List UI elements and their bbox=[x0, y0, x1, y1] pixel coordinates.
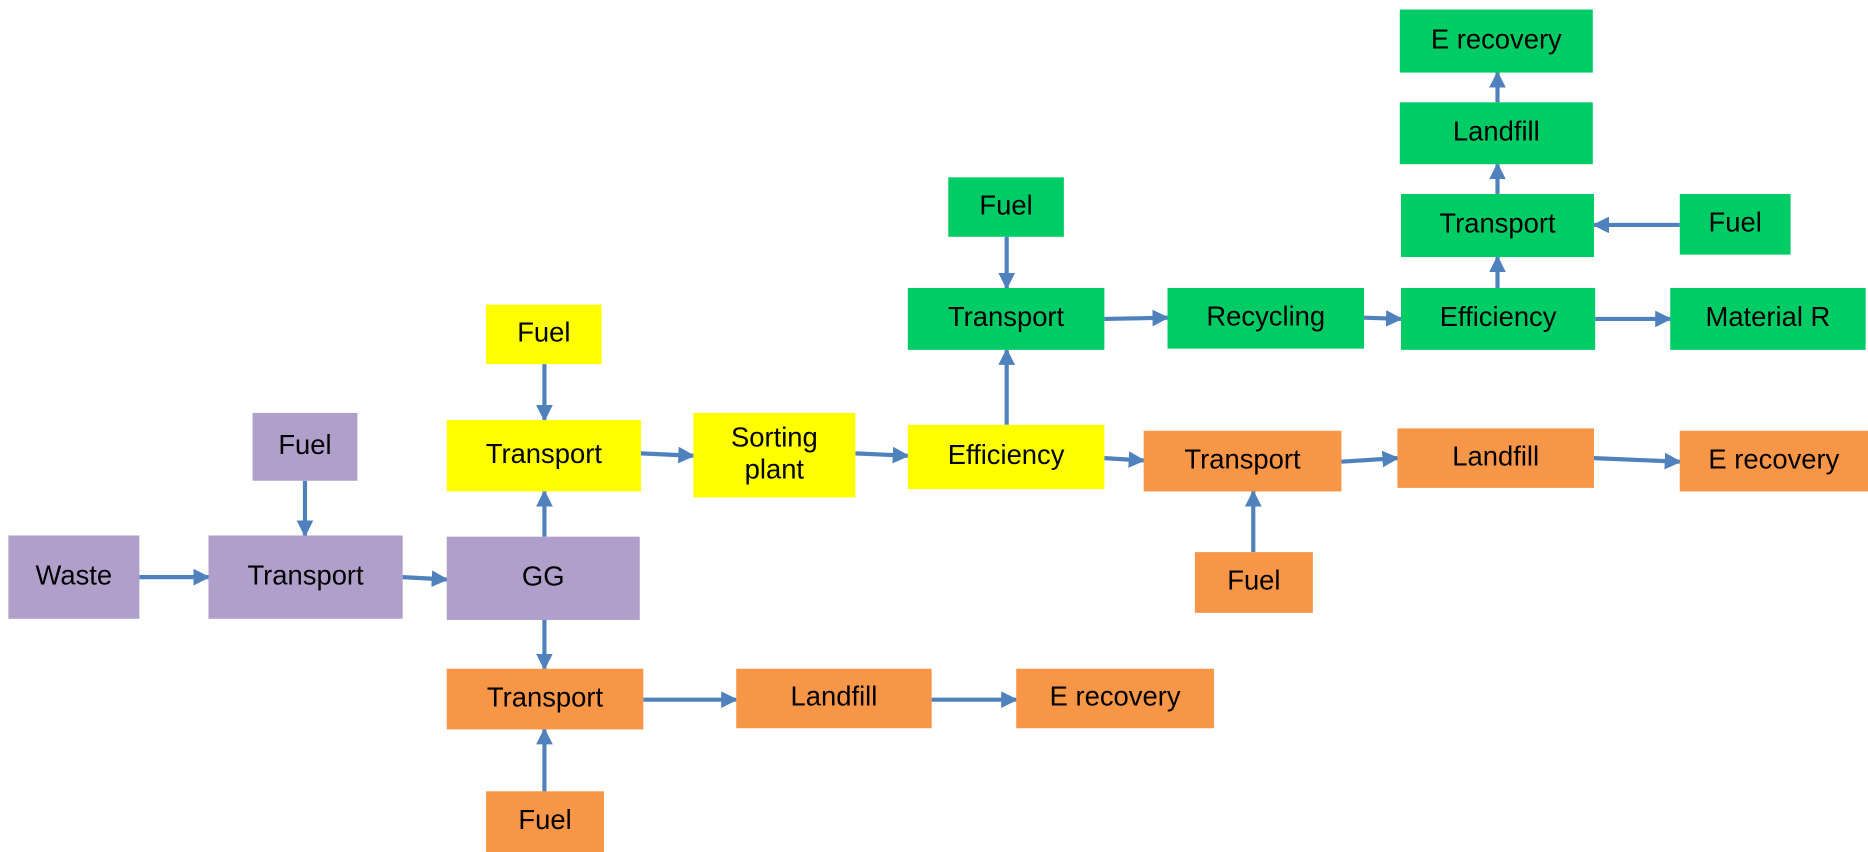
node: Fuel bbox=[252, 412, 358, 481]
node: Efficiency bbox=[1401, 287, 1596, 350]
node-label: Transport bbox=[247, 559, 364, 590]
node-box bbox=[948, 177, 1064, 237]
node-box bbox=[693, 412, 856, 498]
node: Fuel bbox=[486, 791, 605, 852]
node-label: Transport bbox=[486, 438, 603, 469]
arrow bbox=[1104, 309, 1170, 327]
node-label: Sorting bbox=[731, 421, 818, 452]
node-label: E recovery bbox=[1050, 681, 1181, 712]
node-box bbox=[486, 791, 605, 852]
node-box bbox=[446, 536, 640, 620]
node-label: Landfill bbox=[1452, 440, 1539, 471]
node: Landfill bbox=[736, 668, 932, 729]
node-label: Transport bbox=[1439, 208, 1556, 239]
node-box bbox=[1399, 9, 1593, 73]
node: Transport bbox=[446, 668, 644, 730]
node-box bbox=[1194, 552, 1313, 613]
node-box bbox=[1399, 102, 1593, 165]
node-box bbox=[1143, 430, 1342, 492]
node-box bbox=[736, 668, 932, 729]
edges bbox=[139, 70, 1682, 792]
node: E recovery bbox=[1016, 668, 1214, 729]
arrow bbox=[1593, 452, 1682, 470]
node-box bbox=[1679, 430, 1868, 492]
node: Waste bbox=[8, 535, 140, 619]
node-box bbox=[1397, 428, 1594, 488]
node-label: GG bbox=[522, 561, 565, 592]
node-box bbox=[1016, 668, 1214, 729]
node: Fuel bbox=[948, 177, 1064, 237]
node-box bbox=[1401, 193, 1594, 258]
node-label: Fuel bbox=[518, 804, 571, 835]
node: Landfill bbox=[1399, 102, 1593, 165]
node: Recycling bbox=[1167, 287, 1365, 349]
node-label: Efficiency bbox=[1440, 301, 1557, 332]
node-box bbox=[446, 668, 644, 730]
node-label: E recovery bbox=[1431, 23, 1562, 54]
arrow bbox=[1364, 310, 1403, 327]
node-box bbox=[1401, 287, 1596, 350]
node-label: Fuel bbox=[1709, 207, 1762, 238]
node: Fuel bbox=[1194, 552, 1313, 613]
node-label: Fuel bbox=[979, 189, 1032, 220]
node-label: plant bbox=[745, 453, 805, 484]
node-label: Transport bbox=[1184, 443, 1301, 474]
node-box bbox=[907, 424, 1105, 490]
node-label: Efficiency bbox=[948, 439, 1065, 470]
arrow bbox=[855, 446, 910, 464]
nodes: Waste Fuel Transport GG Fuel Transport Sorting… bbox=[8, 9, 1868, 852]
node-box bbox=[1679, 193, 1791, 255]
node: Material R bbox=[1670, 287, 1866, 350]
node: Fuel bbox=[1679, 193, 1791, 255]
node-box bbox=[208, 535, 403, 619]
node-label: Transport bbox=[948, 301, 1065, 332]
node-label: Waste bbox=[36, 559, 113, 590]
node: Fuel bbox=[486, 304, 602, 365]
node: Efficiency bbox=[907, 424, 1105, 490]
node-box bbox=[252, 412, 358, 481]
node-label: E recovery bbox=[1708, 443, 1839, 474]
node-label: Material R bbox=[1706, 301, 1831, 332]
node: Landfill bbox=[1397, 428, 1594, 488]
node-label: Fuel bbox=[278, 429, 331, 460]
node-box bbox=[8, 535, 140, 619]
node-box bbox=[1670, 287, 1866, 350]
node-box bbox=[907, 287, 1105, 350]
node: Transport bbox=[208, 535, 403, 619]
node: Transport bbox=[1401, 193, 1594, 258]
node-label: Landfill bbox=[791, 681, 878, 712]
node: Transport bbox=[446, 420, 641, 492]
node: Transport bbox=[1143, 430, 1342, 492]
node: E recovery bbox=[1399, 9, 1593, 73]
node-box bbox=[486, 304, 602, 365]
node: Transport bbox=[907, 287, 1105, 350]
node: GG bbox=[446, 536, 640, 620]
node-label: Fuel bbox=[517, 317, 570, 348]
node-label: Landfill bbox=[1453, 116, 1540, 147]
arrow bbox=[402, 570, 449, 588]
node-box bbox=[1167, 287, 1365, 349]
node-label: Fuel bbox=[1227, 565, 1280, 596]
arrow bbox=[640, 446, 696, 464]
node: E recovery bbox=[1679, 430, 1868, 492]
node-label: Transport bbox=[487, 681, 604, 712]
node-label: Recycling bbox=[1206, 301, 1325, 332]
node-box bbox=[446, 420, 641, 492]
arrow bbox=[1341, 450, 1400, 468]
arrow bbox=[1104, 451, 1146, 468]
